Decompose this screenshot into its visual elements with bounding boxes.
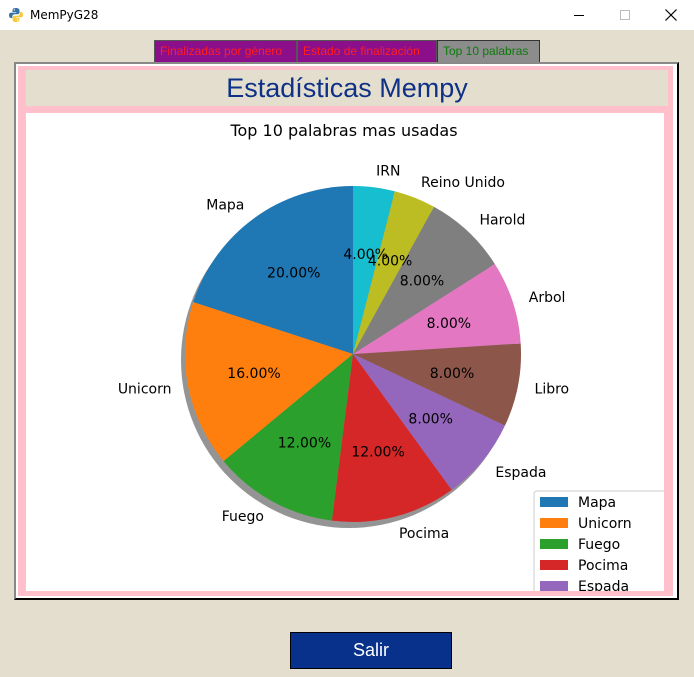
chart-title: Top 10 palabras mas usadas: [229, 121, 457, 140]
pct-label: 8.00%: [427, 316, 471, 332]
pie-slice-libro: [353, 343, 521, 426]
pie-slice-pocima: [331, 354, 452, 522]
pct-label: 4.00%: [343, 247, 387, 263]
pct-label: 20.00%: [267, 265, 320, 281]
pct-label: 12.00%: [351, 445, 404, 461]
category-label: Libro: [535, 382, 570, 398]
legend-label: Unicorn: [578, 516, 632, 532]
legend-swatch: [540, 539, 568, 549]
window-title: MemPyG28: [30, 8, 99, 22]
tab-bar: Finalizadas por género Estado de finaliz…: [154, 40, 540, 63]
page-title: Estadísticas Mempy: [226, 72, 468, 103]
legend-swatch: [540, 518, 568, 528]
close-button[interactable]: [648, 0, 694, 30]
stats-header: Estadísticas Mempy: [26, 70, 668, 106]
pie-slice-harold: [353, 206, 495, 354]
category-label: IRN: [376, 164, 400, 180]
chart-legend: Mapa Unicorn Fuego Pocima Espada: [533, 490, 664, 591]
pie-chart: Top 10 palabras mas usadas 20.00% Mapa 16.0…: [118, 121, 664, 591]
category-label: Unicorn: [118, 382, 172, 398]
legend-swatch: [540, 560, 568, 570]
salir-button[interactable]: Salir: [290, 632, 452, 669]
legend-label: Fuego: [578, 537, 620, 553]
category-label: Espada: [495, 465, 546, 481]
pct-label: 16.00%: [227, 366, 280, 382]
category-label: Reino Unido: [421, 175, 505, 191]
category-label: Arbol: [529, 290, 566, 306]
pie-slice-arbol: [353, 263, 521, 354]
category-label: Harold: [480, 212, 526, 228]
category-label: Mapa: [206, 197, 244, 213]
pie-slice-fuego: [223, 354, 353, 521]
legend-label: Pocima: [578, 558, 628, 574]
legend-label: Mapa: [578, 495, 616, 511]
legend-swatch: [540, 581, 568, 591]
maximize-icon: [619, 9, 630, 20]
maximize-button: [602, 0, 648, 30]
legend-swatch: [540, 497, 568, 507]
pct-label: 8.00%: [430, 366, 474, 382]
close-icon: [665, 9, 677, 21]
pct-label: 8.00%: [408, 411, 452, 427]
pie-slice-mapa: [193, 186, 353, 354]
pct-label: 12.00%: [278, 435, 331, 451]
tab-estado-finalizacion[interactable]: Estado de finalización: [297, 40, 437, 63]
pie-slice-reino-unido: [353, 191, 434, 354]
chart-area: Top 10 palabras mas usadas 20.00% Mapa 16.0…: [26, 113, 664, 591]
title-bar: MemPyG28: [0, 0, 694, 30]
pie-slice-irn: [353, 186, 395, 354]
tab-finalizadas-genero[interactable]: Finalizadas por género: [154, 40, 297, 63]
pie-slice-unicorn: [185, 302, 353, 462]
pct-label: 4.00%: [368, 253, 412, 269]
pct-label: 8.00%: [400, 274, 444, 290]
minimize-icon: [573, 14, 584, 16]
category-label: Fuego: [222, 509, 264, 525]
pie-slice-espada: [353, 354, 506, 490]
tab-top-10-palabras[interactable]: Top 10 palabras: [437, 40, 540, 63]
category-label: Pocima: [399, 526, 449, 542]
python-icon: [9, 8, 23, 22]
legend-label: Espada: [578, 579, 629, 591]
minimize-button[interactable]: [556, 0, 602, 30]
